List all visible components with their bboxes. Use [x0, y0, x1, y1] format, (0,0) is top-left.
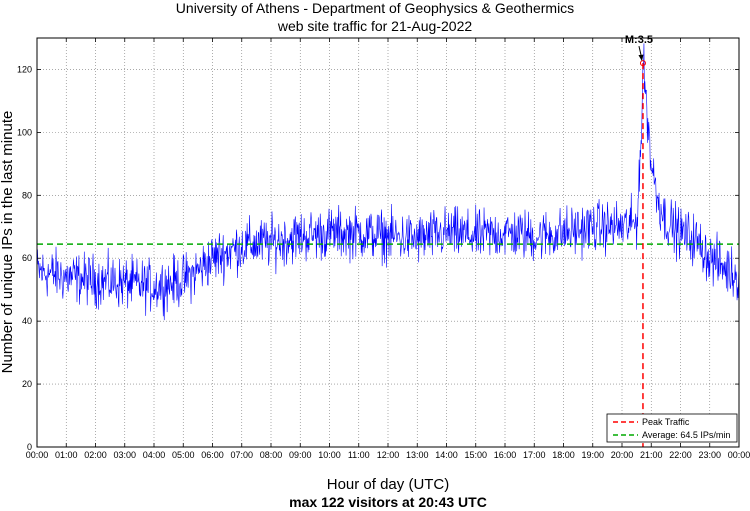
peak-marker	[639, 60, 646, 67]
chart-title-line1: University of Athens - Department of Geo…	[176, 0, 574, 16]
traffic-line	[36, 43, 740, 321]
x-tick-label: 12:00	[377, 450, 400, 460]
chart-overlays: M:3.5	[37, 34, 739, 447]
x-tick-label: 13:00	[406, 450, 429, 460]
x-tick-label: 20:00	[611, 450, 634, 460]
chart-title-line2: web site traffic for 21-Aug-2022	[277, 18, 473, 34]
axis-ticks: 00:00 01:00 02:00 03:00 04:00 05:00 06:00 07:00…	[17, 38, 750, 460]
legend-peak-label: Peak Traffic	[642, 417, 690, 427]
y-tick-label: 120	[17, 64, 32, 74]
x-tick-label: 01:00	[55, 450, 78, 460]
x-tick-label: 10:00	[318, 450, 341, 460]
x-tick-label: 14:00	[435, 450, 458, 460]
legend-average-label: Average: 64.5 IPs/min	[642, 430, 730, 440]
x-tick-label: 09:00	[289, 450, 312, 460]
x-tick-label: 04:00	[143, 450, 166, 460]
legend: Peak Traffic Average: 64.5 IPs/min	[606, 413, 738, 443]
traffic-series	[36, 43, 740, 321]
legend-box	[606, 413, 738, 443]
x-tick-label: 07:00	[230, 450, 253, 460]
y-tick-label: 60	[22, 253, 32, 263]
x-tick-label: 19:00	[581, 450, 604, 460]
y-tick-label: 80	[22, 190, 32, 200]
y-axis-label: Number of unique IPs in the last minute	[0, 111, 16, 374]
x-tick-label: 11:00	[348, 450, 370, 460]
x-tick-label: 06:00	[201, 450, 224, 460]
chart-subtitle: max 122 visitors at 20:43 UTC	[289, 494, 487, 510]
x-tick-label: 03:00	[113, 450, 136, 460]
y-tick-label: 40	[22, 316, 32, 326]
y-tick-label: 0	[27, 442, 32, 452]
x-tick-label: 17:00	[523, 450, 546, 460]
annotation-label: M:3.5	[625, 34, 653, 46]
x-axis-label: Hour of day (UTC)	[327, 476, 450, 493]
x-tick-label: 00:00	[728, 450, 750, 460]
x-tick-label: 02:00	[84, 450, 107, 460]
x-tick-label: 23:00	[698, 450, 721, 460]
x-tick-label: 21:00	[640, 450, 663, 460]
y-tick-label: 20	[22, 379, 32, 389]
x-tick-label: 15:00	[464, 450, 487, 460]
x-tick-label: 05:00	[172, 450, 195, 460]
x-tick-label: 00:00	[26, 450, 49, 460]
annotation-arrow-head	[638, 54, 644, 62]
x-tick-label: 08:00	[260, 450, 283, 460]
y-tick-label: 100	[17, 127, 32, 137]
x-tick-label: 18:00	[552, 450, 575, 460]
x-tick-label: 22:00	[669, 450, 692, 460]
x-tick-label: 16:00	[494, 450, 517, 460]
